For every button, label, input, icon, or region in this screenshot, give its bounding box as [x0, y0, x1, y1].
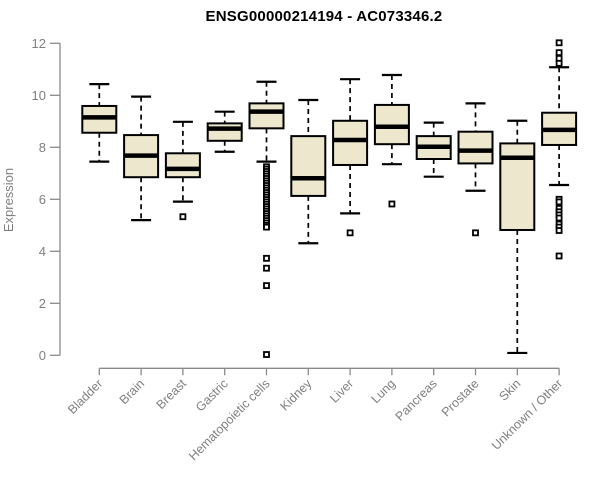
boxplot-kidney	[290, 98, 327, 245]
outlier-point	[346, 229, 354, 237]
y-tick-label: 0	[39, 348, 46, 363]
boxplot-breast	[164, 120, 201, 221]
y-tick-label: 10	[32, 88, 46, 103]
outlier-point	[263, 223, 270, 231]
boxplot-pancreas	[415, 121, 452, 178]
outlier-point	[555, 214, 563, 222]
boxplot-gastric	[206, 110, 243, 153]
outlier-point	[388, 200, 396, 208]
iqr-box	[457, 130, 494, 165]
x-tick-label-bladder: Bladder	[65, 377, 105, 417]
boxplot-liver	[332, 78, 369, 237]
x-tick-label-gastric: Gastric	[193, 377, 231, 415]
boxplot-bladder	[81, 83, 118, 163]
boxplot-hematopoietic-cells	[248, 80, 285, 358]
iqr-box	[332, 119, 369, 166]
outlier-point	[555, 49, 563, 57]
x-tick-label-hematopoietic-cells: Hematopoietic cells	[186, 377, 273, 464]
x-tick-label-lung: Lung	[368, 376, 398, 406]
y-tick-label: 2	[39, 296, 46, 311]
outlier-point	[555, 59, 563, 67]
outlier-point	[263, 254, 270, 262]
boxplot-brain	[123, 95, 160, 222]
outlier-point	[263, 282, 270, 290]
outlier-point	[263, 351, 270, 358]
y-tick-label: 4	[39, 244, 46, 259]
y-axis-label: Expression	[1, 168, 16, 232]
outlier-point	[263, 264, 270, 272]
y-axis: 0 2 4 6 8 10 12 Expression	[1, 36, 61, 363]
iqr-box	[206, 122, 243, 142]
x-tick-label-liver: Liver	[327, 377, 356, 406]
outlier-point	[555, 39, 563, 47]
outlier-point	[555, 198, 563, 206]
chart-title: ENSG00000214194 - AC073346.2	[205, 8, 443, 25]
outlier-point	[472, 229, 479, 237]
iqr-box	[290, 135, 327, 197]
iqr-box	[248, 102, 285, 130]
x-tick-label-prostate: Prostate	[439, 376, 482, 419]
outlier-point	[555, 252, 563, 260]
boxplot-unknown-other	[541, 39, 578, 260]
boxplot-prostate	[457, 102, 494, 237]
boxplot-skin	[499, 119, 536, 355]
x-tick-label-breast: Breast	[154, 376, 190, 412]
x-tick-label-unknown-other: Unknown / Other	[489, 377, 565, 453]
outlier-point	[555, 227, 563, 234]
y-tick-label: 8	[39, 140, 46, 155]
x-tick-label-brain: Brain	[117, 376, 148, 407]
y-tick-label: 12	[32, 36, 46, 51]
x-tick-label-kidney: Kidney	[277, 376, 314, 413]
x-tick-label-pancreas: Pancreas	[393, 377, 440, 424]
y-tick-label: 6	[39, 192, 46, 207]
boxplot-lung	[373, 73, 410, 208]
iqr-box	[164, 152, 201, 179]
x-tick-label-skin: Skin	[496, 376, 523, 403]
outlier-point	[179, 213, 187, 221]
